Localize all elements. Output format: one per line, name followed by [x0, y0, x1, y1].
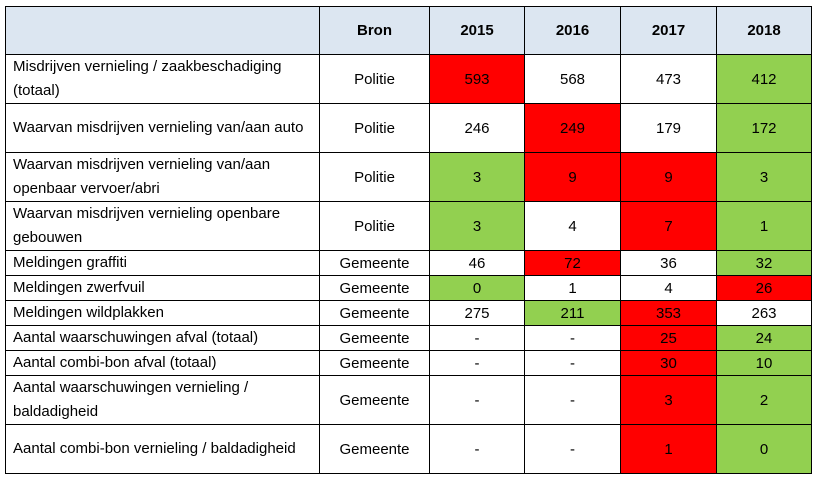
- row-bron: Gemeente: [319, 250, 430, 276]
- row-bron: Gemeente: [319, 275, 430, 301]
- value-cell-2016: 9: [524, 152, 621, 202]
- table-row: Aantal waarschuwingen vernieling / balda…: [5, 375, 812, 425]
- value-cell-2016: 211: [524, 300, 621, 326]
- value-cell-2015: 0: [429, 275, 525, 301]
- value-cell-2015: 246: [429, 103, 525, 153]
- value-cell-2017: 3: [620, 375, 717, 425]
- value-cell-2015: -: [429, 350, 525, 376]
- value-cell-2017: 36: [620, 250, 717, 276]
- row-label: Aantal waarschuwingen vernieling / balda…: [5, 375, 320, 425]
- header-year-2017: 2017: [620, 6, 717, 55]
- table-row: Misdrijven vernieling / zaakbeschadiging…: [5, 54, 812, 104]
- value-cell-2017: 473: [620, 54, 717, 104]
- header-empty-cell: [5, 6, 320, 55]
- header-bron: Bron: [319, 6, 430, 55]
- value-cell-2016: 4: [524, 201, 621, 251]
- value-cell-2018: 1: [716, 201, 812, 251]
- value-cell-2018: 24: [716, 325, 812, 351]
- table-row: Meldingen wildplakken Gemeente 275 211 353 26…: [5, 300, 812, 326]
- row-label: Meldingen zwerfvuil: [5, 275, 320, 301]
- value-cell-2016: -: [524, 424, 621, 474]
- value-cell-2017: 353: [620, 300, 717, 326]
- table-row: Waarvan misdrijven vernieling openbare g…: [5, 201, 812, 251]
- row-label: Misdrijven vernieling / zaakbeschadiging…: [5, 54, 320, 104]
- value-cell-2018: 263: [716, 300, 812, 326]
- value-cell-2017: 7: [620, 201, 717, 251]
- value-cell-2017: 1: [620, 424, 717, 474]
- value-cell-2016: 1: [524, 275, 621, 301]
- value-cell-2017: 25: [620, 325, 717, 351]
- row-bron: Politie: [319, 54, 430, 104]
- value-cell-2017: 9: [620, 152, 717, 202]
- row-label: Meldingen graffiti: [5, 250, 320, 276]
- table-body: Misdrijven vernieling / zaakbeschadiging…: [5, 54, 812, 474]
- value-cell-2016: 249: [524, 103, 621, 153]
- value-cell-2015: -: [429, 325, 525, 351]
- value-cell-2017: 4: [620, 275, 717, 301]
- table-row: Waarvan misdrijven vernieling van/aan au…: [5, 103, 812, 153]
- row-bron: Gemeente: [319, 350, 430, 376]
- header-year-2018: 2018: [716, 6, 812, 55]
- value-cell-2016: 72: [524, 250, 621, 276]
- header-year-2016: 2016: [524, 6, 621, 55]
- value-cell-2016: -: [524, 350, 621, 376]
- value-cell-2018: 172: [716, 103, 812, 153]
- row-bron: Gemeente: [319, 375, 430, 425]
- value-cell-2015: 593: [429, 54, 525, 104]
- value-cell-2016: 568: [524, 54, 621, 104]
- row-label: Waarvan misdrijven vernieling van/aan op…: [5, 152, 320, 202]
- header-row: Bron 2015 2016 2017 2018: [5, 6, 812, 55]
- value-cell-2018: 412: [716, 54, 812, 104]
- value-cell-2015: 275: [429, 300, 525, 326]
- value-cell-2017: 30: [620, 350, 717, 376]
- row-bron: Politie: [319, 152, 430, 202]
- row-label: Waarvan misdrijven vernieling openbare g…: [5, 201, 320, 251]
- value-cell-2018: 2: [716, 375, 812, 425]
- row-bron: Gemeente: [319, 424, 430, 474]
- value-cell-2018: 3: [716, 152, 812, 202]
- row-label: Aantal combi-bon vernieling / baldadighe…: [5, 424, 320, 474]
- row-label: Aantal combi-bon afval (totaal): [5, 350, 320, 376]
- table-row: Aantal waarschuwingen afval (totaal) Geme…: [5, 325, 812, 351]
- row-bron: Gemeente: [319, 300, 430, 326]
- value-cell-2015: -: [429, 375, 525, 425]
- value-cell-2018: 10: [716, 350, 812, 376]
- row-label: Meldingen wildplakken: [5, 300, 320, 326]
- table-row: Meldingen zwerfvuil Gemeente 0 1 4 26: [5, 275, 812, 301]
- row-bron: Gemeente: [319, 325, 430, 351]
- row-bron: Politie: [319, 103, 430, 153]
- value-cell-2017: 179: [620, 103, 717, 153]
- value-cell-2018: 0: [716, 424, 812, 474]
- table-row: Aantal combi-bon vernieling / baldadighe…: [5, 424, 812, 474]
- value-cell-2015: 3: [429, 201, 525, 251]
- row-label: Waarvan misdrijven vernieling van/aan au…: [5, 103, 320, 153]
- header-year-2015: 2015: [429, 6, 525, 55]
- value-cell-2015: 46: [429, 250, 525, 276]
- table-row: Aantal combi-bon afval (totaal) Gemeente -…: [5, 350, 812, 376]
- value-cell-2016: -: [524, 325, 621, 351]
- table-row: Meldingen graffiti Gemeente 46 72 36 32: [5, 250, 812, 276]
- data-table: Bron 2015 2016 2017 2018 Misdrijven vern…: [5, 6, 812, 474]
- value-cell-2018: 32: [716, 250, 812, 276]
- value-cell-2016: -: [524, 375, 621, 425]
- table-row: Waarvan misdrijven vernieling van/aan op…: [5, 152, 812, 202]
- value-cell-2015: 3: [429, 152, 525, 202]
- row-label: Aantal waarschuwingen afval (totaal): [5, 325, 320, 351]
- value-cell-2015: -: [429, 424, 525, 474]
- value-cell-2018: 26: [716, 275, 812, 301]
- row-bron: Politie: [319, 201, 430, 251]
